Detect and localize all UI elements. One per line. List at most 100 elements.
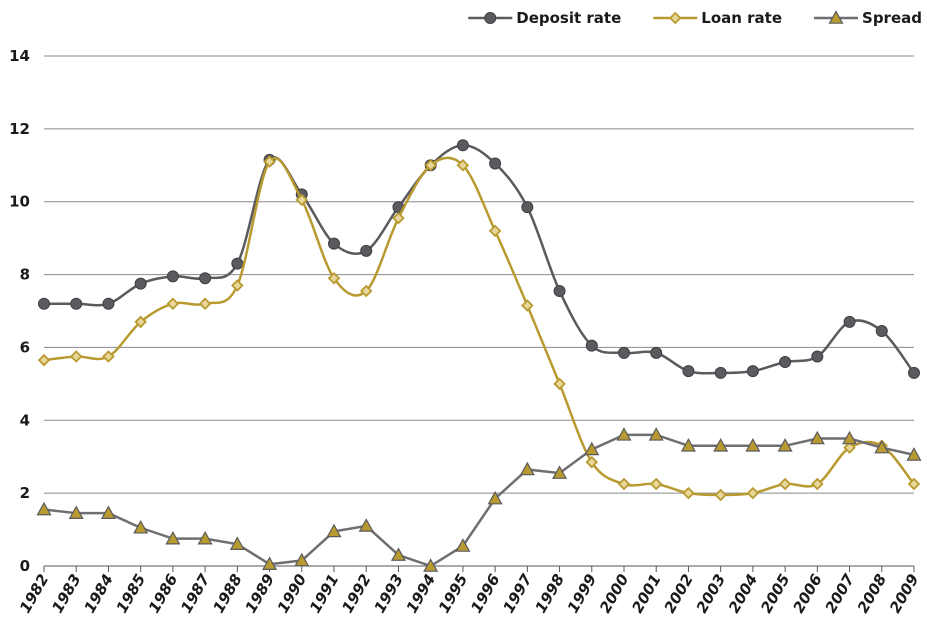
data-point-spread (552, 465, 568, 479)
legend-item-deposit-rate: Deposit rate (468, 9, 621, 27)
x-tick-label: 1987 (177, 571, 214, 617)
data-point-loan-rate (327, 271, 341, 285)
data-point-loan-rate (617, 477, 631, 491)
legend-label: Spread (862, 9, 922, 27)
series-deposit-rate (38, 139, 920, 379)
legend: Deposit rate Loan rate Spread (468, 9, 922, 27)
x-tick-label: 1992 (338, 571, 374, 616)
data-point-deposit-rate (843, 315, 856, 328)
y-tick-label: 8 (20, 266, 30, 284)
data-point-loan-rate (424, 159, 437, 172)
y-tick-label: 14 (9, 47, 30, 65)
data-point-loan-rate (134, 315, 147, 329)
data-point-loan-rate (392, 211, 405, 225)
x-tick-label: 2003 (693, 571, 729, 616)
data-point-spread (713, 438, 729, 452)
data-point-deposit-rate (521, 201, 534, 214)
data-point-spread (326, 523, 342, 538)
data-point-deposit-rate (360, 244, 373, 257)
data-point-spread (165, 530, 181, 545)
data-point-spread (455, 538, 471, 552)
legend-item-loan-rate: Loan rate (653, 9, 782, 27)
data-point-spread (487, 490, 503, 505)
data-point-loan-rate (37, 353, 51, 367)
data-point-loan-rate (714, 488, 727, 502)
data-point-spread (100, 505, 116, 519)
x-tick-label: 1990 (274, 571, 310, 616)
data-point-deposit-rate (38, 297, 50, 310)
data-point-spread (68, 505, 84, 519)
x-tick-label: 2004 (725, 571, 761, 616)
series-spread (36, 427, 922, 572)
data-point-deposit-rate (585, 339, 598, 352)
legend-item-spread: Spread (814, 9, 922, 27)
data-point-loan-rate (231, 279, 244, 292)
y-tick-label: 10 (9, 193, 30, 211)
data-point-deposit-rate (456, 139, 469, 152)
legend-label: Deposit rate (516, 9, 621, 27)
series-line-spread (43, 433, 915, 568)
data-point-loan-rate (585, 455, 599, 469)
x-tick-label: 2008 (854, 571, 890, 616)
x-tick-label: 1993 (370, 571, 406, 616)
data-point-deposit-rate (908, 366, 920, 379)
data-point-loan-rate (553, 377, 566, 391)
x-tick-label: 1983 (48, 571, 84, 616)
y-tick-label: 2 (20, 484, 30, 502)
data-point-deposit-rate (199, 272, 212, 285)
x-tick-label: 1999 (564, 571, 600, 616)
series-line-deposit-rate (43, 143, 915, 375)
data-point-loan-rate (682, 486, 695, 500)
data-point-spread (423, 558, 439, 572)
data-point-spread (809, 430, 825, 445)
x-tick-label: 1985 (113, 571, 149, 616)
data-point-spread (197, 530, 213, 545)
data-point-deposit-rate (70, 297, 83, 310)
x-tick-label: 2001 (628, 571, 664, 616)
data-point-spread (874, 439, 890, 454)
data-point-spread (358, 518, 374, 532)
data-point-loan-rate (263, 155, 276, 168)
x-tick-label: 1995 (435, 571, 471, 616)
x-tick-label: 2009 (886, 571, 922, 616)
data-point-loan-rate (811, 477, 824, 491)
data-point-spread (229, 536, 245, 550)
y-tick-label: 4 (20, 411, 30, 429)
data-point-loan-rate (456, 159, 470, 172)
data-point-spread (584, 441, 600, 456)
data-point-spread (390, 547, 406, 561)
data-point-spread (777, 438, 793, 452)
data-point-loan-rate (778, 477, 792, 491)
data-point-loan-rate (198, 297, 212, 310)
x-tick-label: 1982 (16, 571, 52, 616)
data-point-deposit-rate (875, 325, 888, 338)
x-tick-label: 1994 (403, 571, 439, 616)
legend-label: Loan rate (701, 9, 782, 27)
x-tick-label: 2006 (789, 571, 825, 616)
data-point-loan-rate (521, 299, 534, 312)
data-point-spread (133, 520, 149, 534)
data-point-spread (680, 438, 696, 452)
data-point-loan-rate (102, 350, 115, 363)
data-point-deposit-rate (650, 346, 663, 359)
data-point-deposit-rate (231, 257, 244, 270)
x-tick-label: 1998 (532, 571, 568, 616)
data-point-spread (616, 427, 632, 441)
data-point-loan-rate (359, 284, 373, 298)
data-point-deposit-rate (746, 365, 759, 378)
data-point-spread (36, 501, 52, 516)
data-point-deposit-rate (811, 350, 824, 363)
data-point-loan-rate (488, 224, 502, 238)
data-point-deposit-rate (489, 157, 502, 170)
legend-marker-loan-rate (668, 11, 682, 25)
data-point-loan-rate (69, 350, 83, 363)
data-point-loan-rate (295, 193, 309, 207)
data-point-spread (648, 427, 664, 441)
data-point-deposit-rate (328, 237, 340, 250)
legend-marker-spread (828, 10, 844, 24)
data-point-loan-rate (649, 477, 663, 491)
data-point-deposit-rate (102, 297, 115, 310)
data-point-deposit-rate (682, 365, 695, 378)
data-point-loan-rate (907, 477, 921, 491)
data-point-deposit-rate (714, 366, 727, 379)
